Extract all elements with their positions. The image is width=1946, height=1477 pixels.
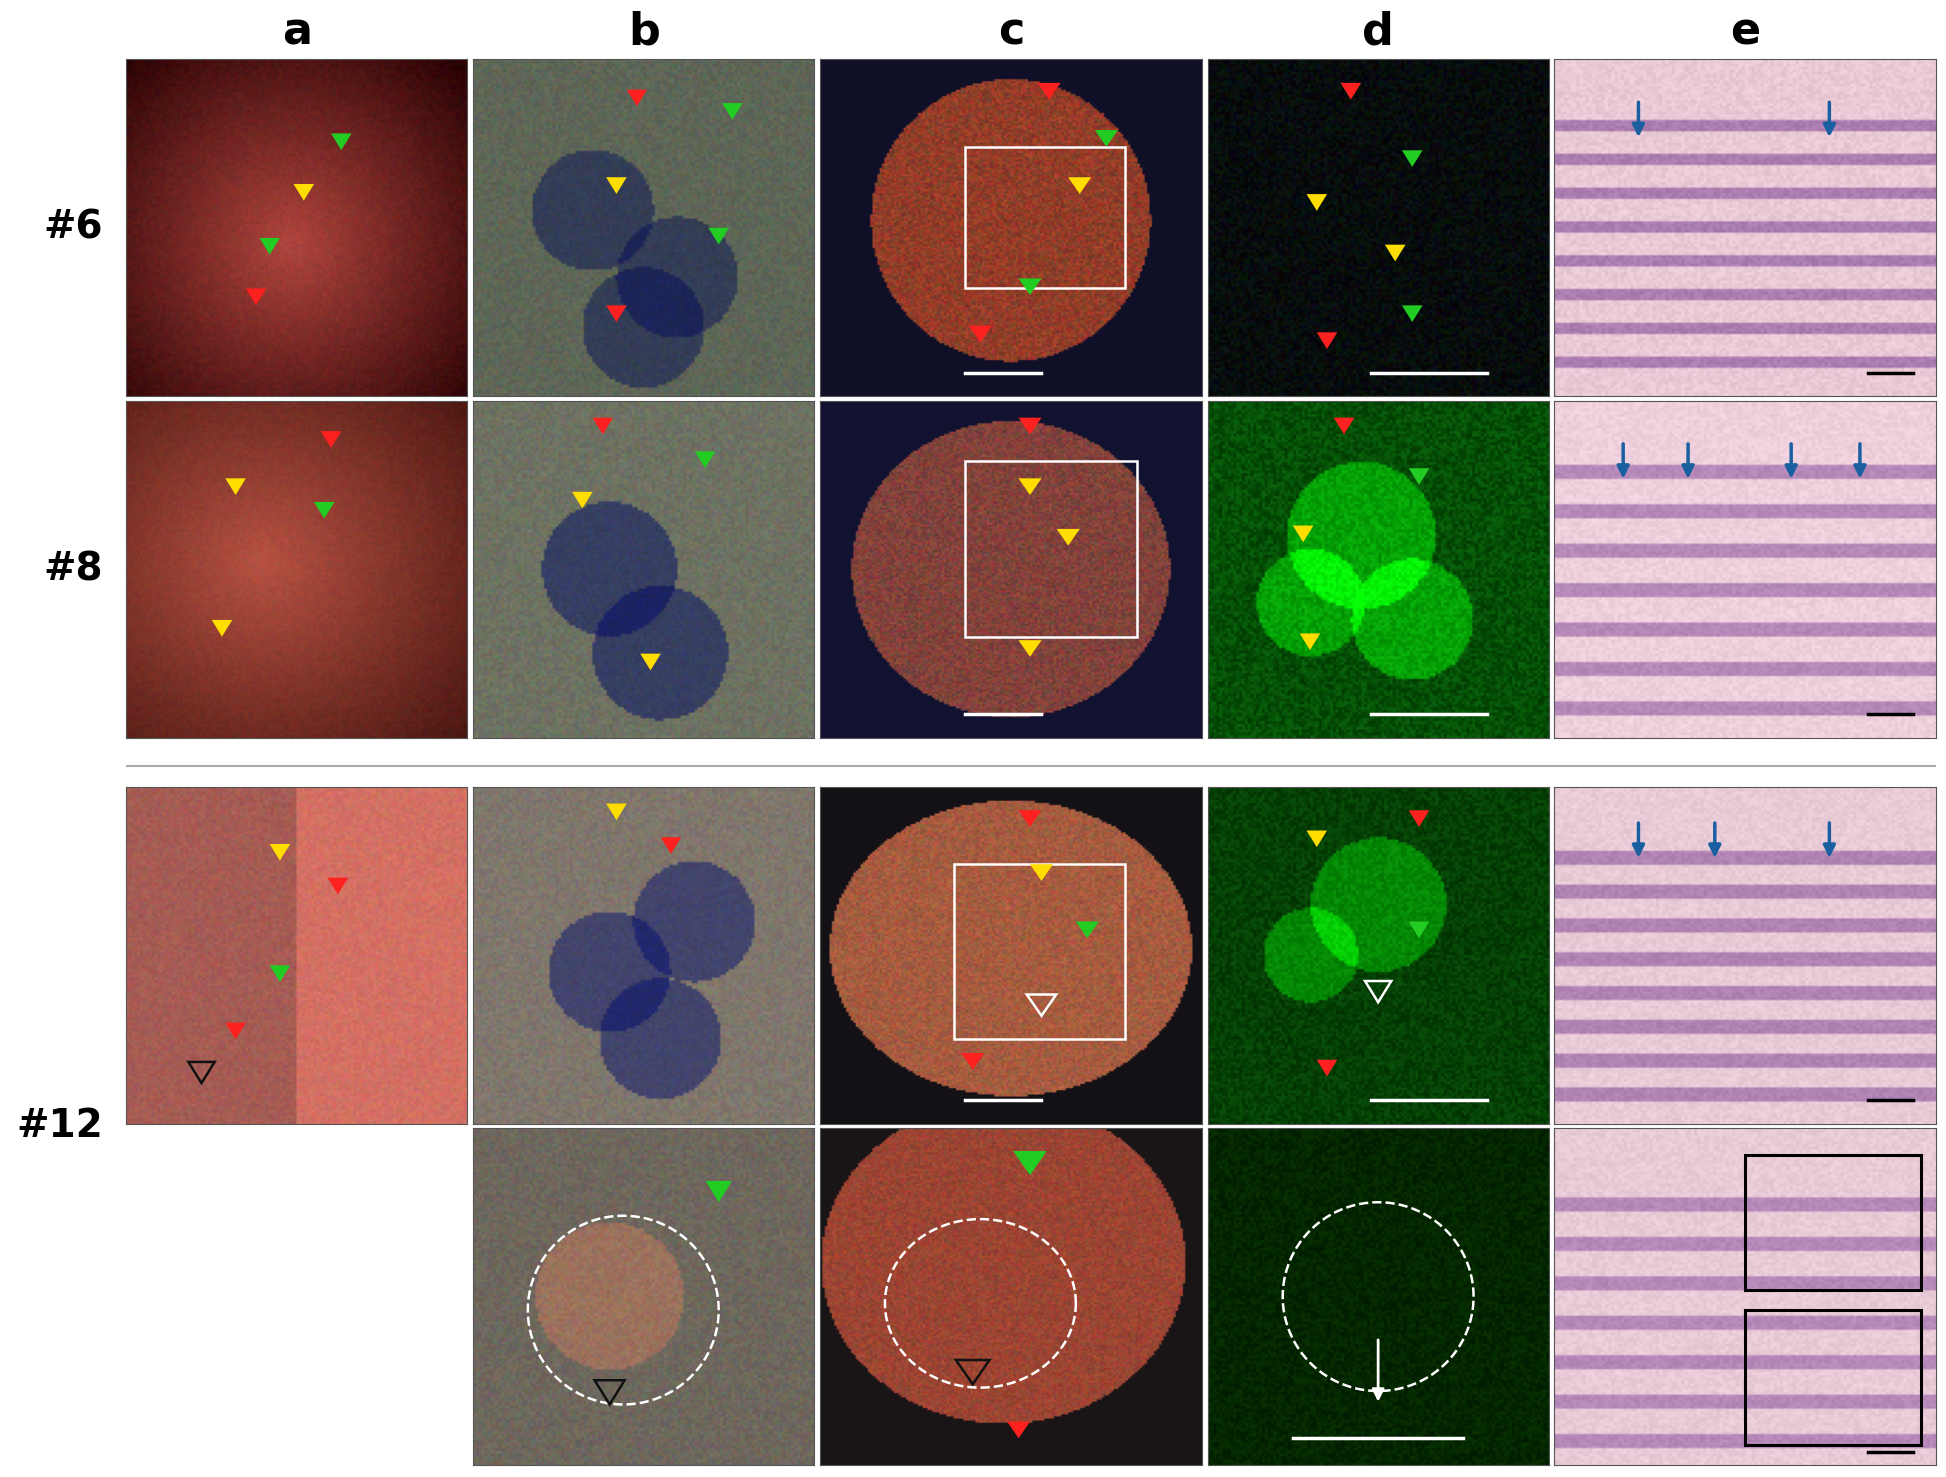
Polygon shape	[1386, 245, 1405, 261]
Bar	[965, 461, 1136, 637]
Polygon shape	[1317, 332, 1337, 349]
Polygon shape	[1018, 811, 1041, 827]
Polygon shape	[331, 133, 352, 151]
Polygon shape	[270, 966, 290, 982]
Polygon shape	[1014, 1151, 1047, 1176]
Polygon shape	[226, 479, 245, 495]
Polygon shape	[1306, 830, 1327, 848]
Polygon shape	[1317, 1059, 1337, 1077]
Polygon shape	[1057, 529, 1080, 545]
Polygon shape	[1292, 526, 1314, 542]
Bar	[1746, 1310, 1921, 1445]
Polygon shape	[592, 418, 613, 434]
Polygon shape	[662, 837, 681, 854]
Polygon shape	[1409, 468, 1430, 484]
Polygon shape	[321, 431, 341, 448]
Polygon shape	[708, 227, 730, 245]
Polygon shape	[1006, 1421, 1029, 1439]
Polygon shape	[605, 177, 627, 193]
Polygon shape	[245, 288, 267, 306]
Polygon shape	[270, 843, 290, 861]
Polygon shape	[572, 492, 594, 508]
Polygon shape	[1096, 130, 1117, 146]
Polygon shape	[605, 803, 627, 820]
Polygon shape	[1018, 640, 1041, 657]
Polygon shape	[1306, 193, 1327, 211]
Polygon shape	[1300, 634, 1319, 650]
Polygon shape	[1409, 922, 1430, 938]
Polygon shape	[1018, 479, 1041, 495]
Bar	[1746, 1155, 1921, 1289]
Polygon shape	[961, 1053, 985, 1069]
Polygon shape	[640, 654, 662, 671]
Text: e: e	[1730, 10, 1761, 53]
Polygon shape	[327, 877, 348, 895]
Polygon shape	[706, 1182, 732, 1202]
Polygon shape	[1029, 864, 1053, 880]
Polygon shape	[1401, 306, 1423, 322]
Polygon shape	[1037, 83, 1061, 99]
Text: b: b	[629, 10, 660, 53]
Polygon shape	[1068, 177, 1092, 193]
Polygon shape	[313, 502, 335, 518]
Polygon shape	[1076, 922, 1099, 938]
Polygon shape	[212, 620, 232, 637]
Text: d: d	[1362, 10, 1393, 53]
Polygon shape	[1409, 811, 1430, 827]
Bar	[965, 146, 1125, 288]
Bar	[954, 864, 1125, 1040]
Polygon shape	[259, 238, 280, 254]
Polygon shape	[1018, 418, 1041, 434]
Polygon shape	[294, 185, 313, 201]
Polygon shape	[1018, 278, 1041, 295]
Polygon shape	[627, 90, 648, 106]
Text: a: a	[282, 10, 311, 53]
Polygon shape	[226, 1022, 245, 1040]
Text: #6: #6	[43, 208, 103, 247]
Text: #8: #8	[43, 551, 103, 588]
Polygon shape	[695, 452, 716, 468]
Polygon shape	[605, 306, 627, 322]
Polygon shape	[722, 103, 743, 120]
Text: #12: #12	[16, 1106, 103, 1145]
Polygon shape	[1333, 418, 1354, 434]
Text: c: c	[998, 10, 1024, 53]
Polygon shape	[1341, 83, 1360, 99]
Polygon shape	[1401, 151, 1423, 167]
Polygon shape	[969, 325, 992, 343]
